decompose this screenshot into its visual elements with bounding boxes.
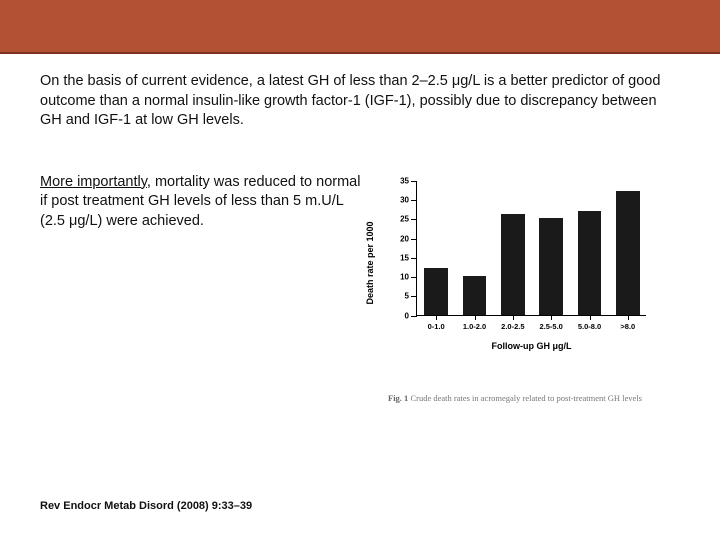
bar (501, 214, 525, 314)
y-tick-label: 35 (391, 176, 409, 185)
row-chart: More importantly, mortality was reduced … (40, 173, 680, 405)
x-tick-label: 0-1.0 (428, 322, 445, 331)
x-tick-label: 5.0-8.0 (578, 322, 601, 331)
y-axis-label: Death rate per 1000 (365, 221, 375, 304)
y-tick (411, 296, 417, 297)
bar (463, 276, 487, 315)
x-tick-label: 2.5-5.0 (539, 322, 562, 331)
y-tick-label: 0 (391, 311, 409, 320)
x-tick-label: >8.0 (620, 322, 635, 331)
x-axis-label: Follow-up GH μg/L (492, 341, 572, 351)
y-tick-label: 25 (391, 215, 409, 224)
slide-content: On the basis of current evidence, a late… (0, 54, 720, 405)
x-tick (436, 315, 437, 320)
y-tick (411, 181, 417, 182)
y-tick-label: 5 (391, 292, 409, 301)
y-tick (411, 239, 417, 240)
x-tick (628, 315, 629, 320)
y-tick (411, 316, 417, 317)
header-bar (0, 0, 720, 54)
chart-wrapper: Death rate per 1000 Follow-up GH μg/L 05… (370, 173, 680, 405)
x-tick (513, 315, 514, 320)
underline-lead: More importantly (40, 174, 147, 190)
x-tick-label: 2.0-2.5 (501, 322, 524, 331)
bar (424, 268, 448, 314)
caption-lead: Fig. 1 (388, 393, 408, 403)
y-tick (411, 219, 417, 220)
x-tick (551, 315, 552, 320)
death-rate-chart: Death rate per 1000 Follow-up GH μg/L 05… (388, 173, 668, 353)
x-tick (590, 315, 591, 320)
paragraph-evidence: On the basis of current evidence, a late… (40, 72, 680, 131)
bar (539, 218, 563, 314)
y-tick (411, 277, 417, 278)
plot-area: Follow-up GH μg/L 051015202530350-1.01.0… (416, 181, 646, 316)
y-tick-label: 15 (391, 253, 409, 262)
y-tick (411, 258, 417, 259)
x-tick-label: 1.0-2.0 (463, 322, 486, 331)
bar (616, 191, 640, 314)
y-tick-label: 20 (391, 234, 409, 243)
x-tick (475, 315, 476, 320)
bar (578, 211, 602, 315)
figure-caption: Fig. 1 Crude death rates in acromegaly r… (388, 393, 668, 405)
caption-rest: Crude death rates in acromegaly related … (408, 393, 642, 403)
y-tick-label: 10 (391, 273, 409, 282)
citation: Rev Endocr Metab Disord (2008) 9:33–39 (40, 500, 252, 512)
y-tick (411, 200, 417, 201)
y-tick-label: 30 (391, 195, 409, 204)
paragraph-mortality: More importantly, mortality was reduced … (40, 173, 370, 232)
